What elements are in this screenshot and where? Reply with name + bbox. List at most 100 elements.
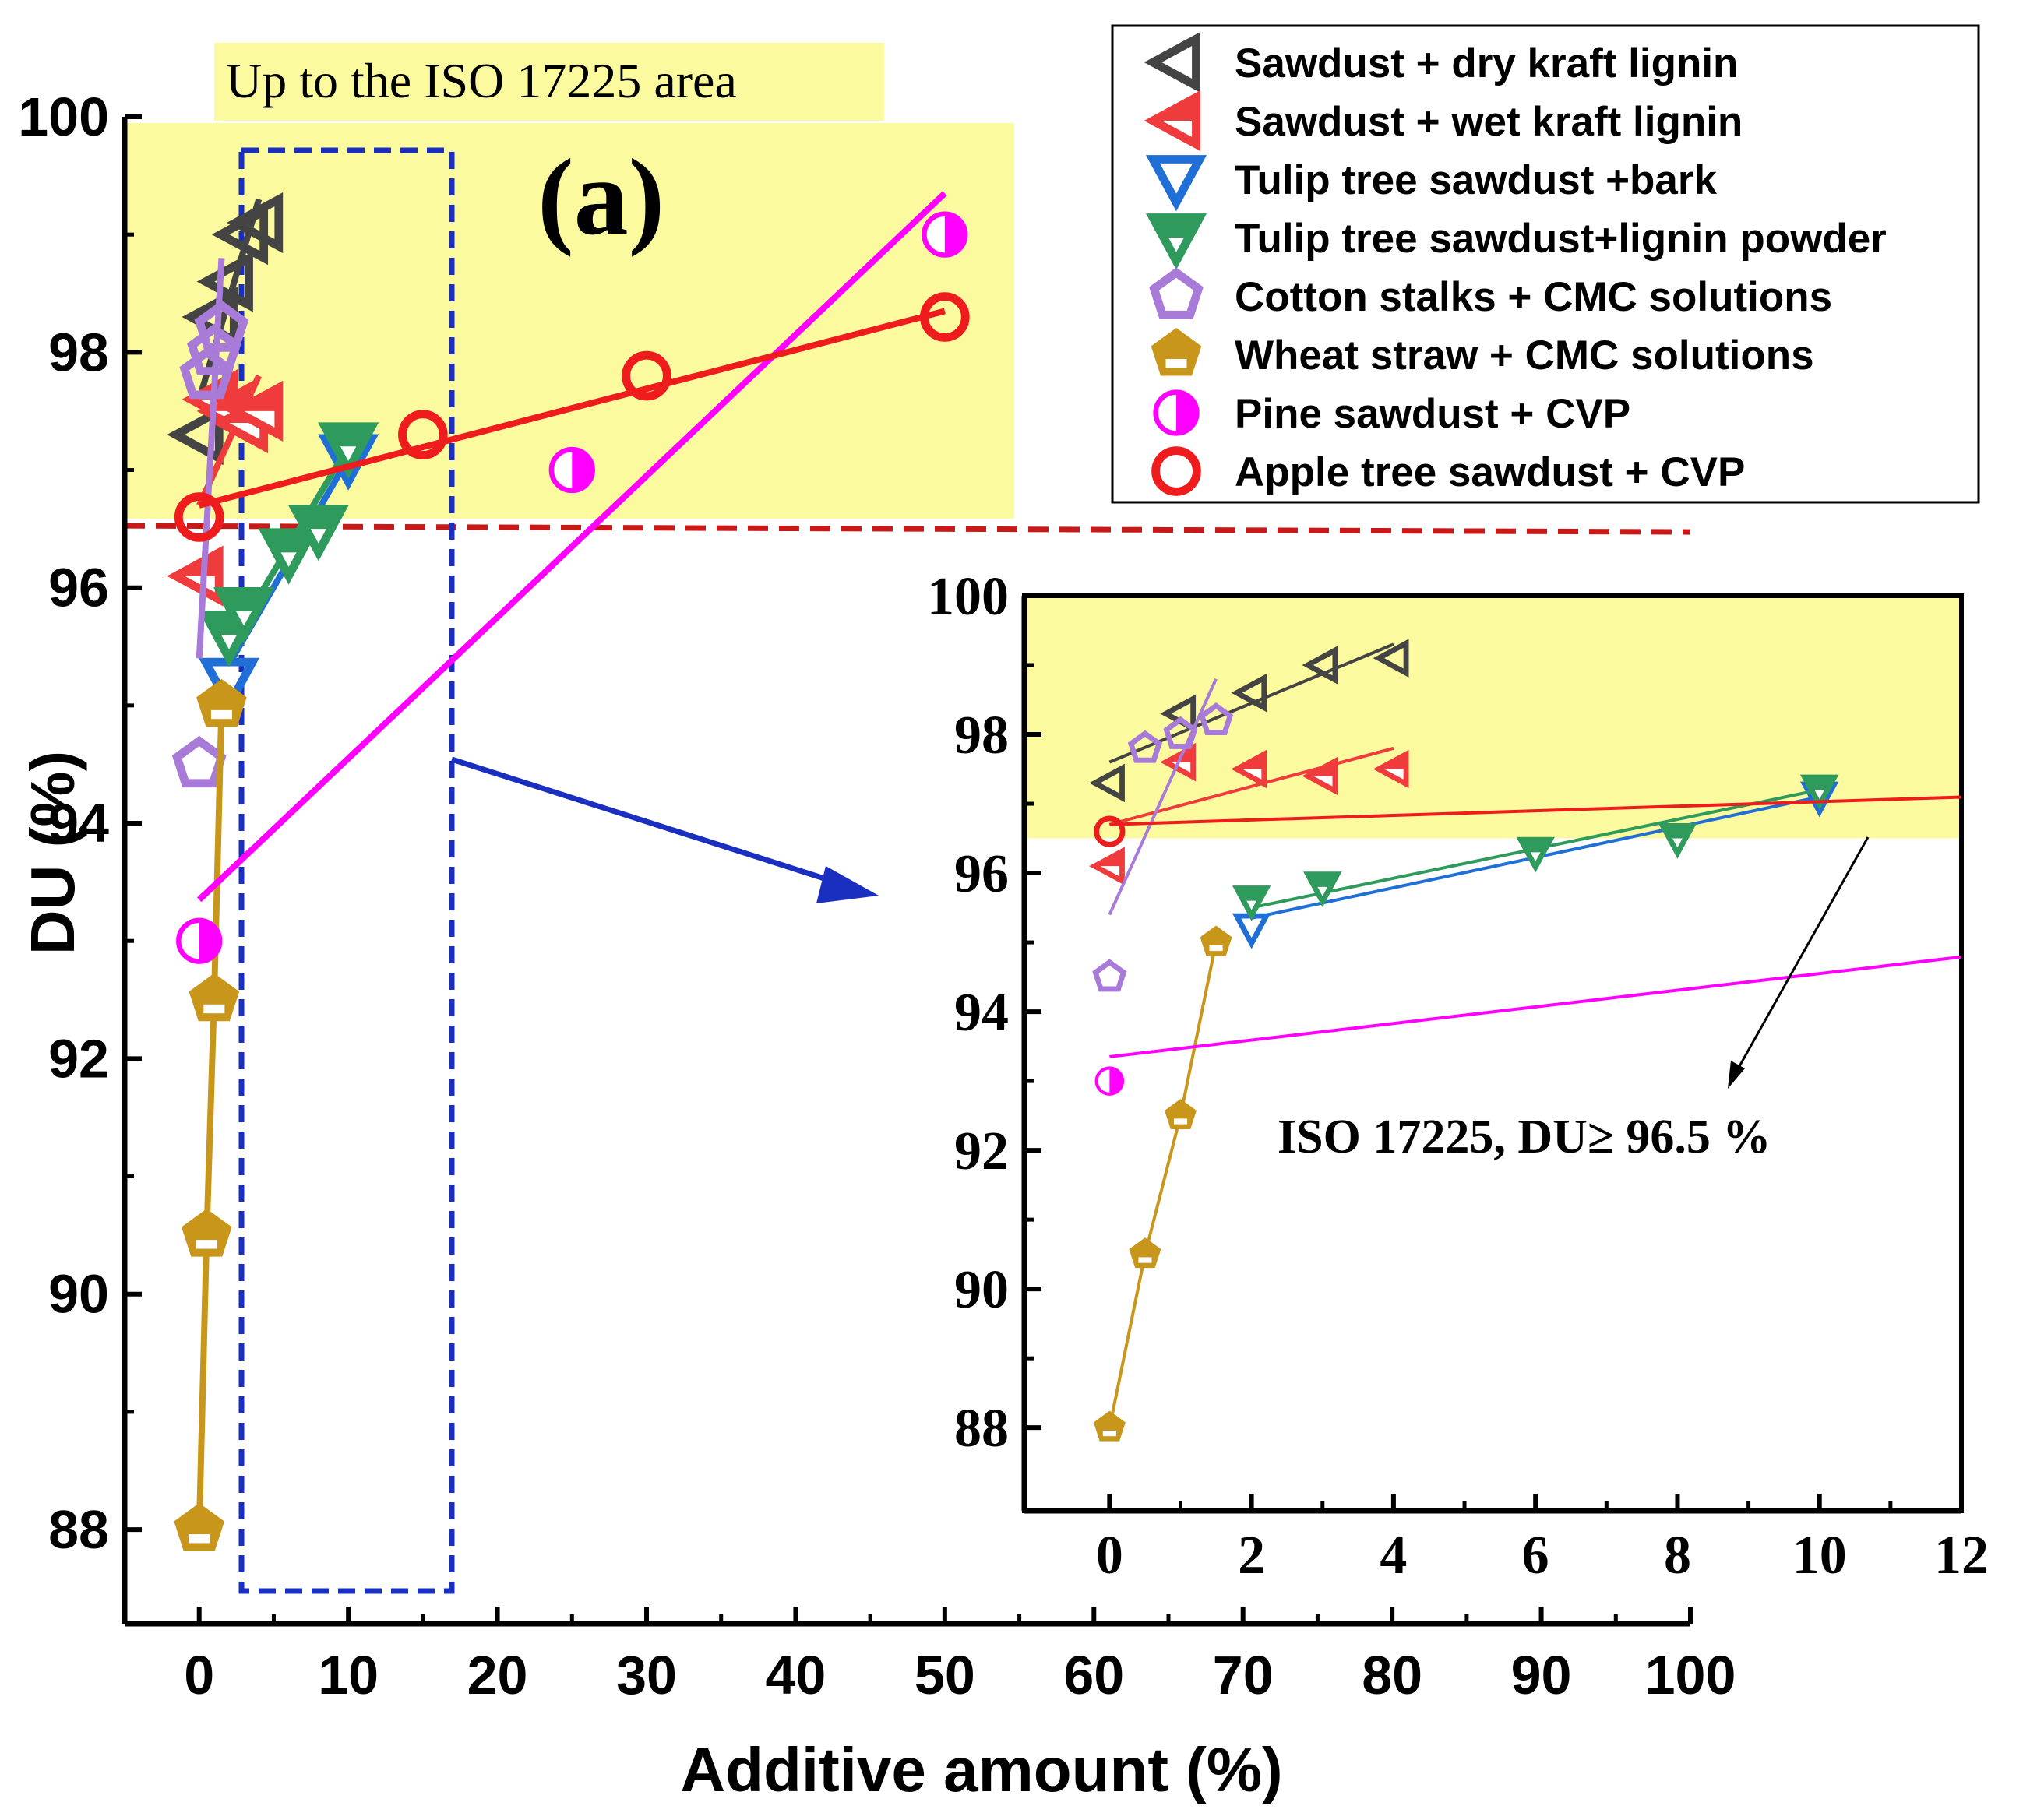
marker-notch [1173, 1118, 1188, 1125]
data-point [1232, 885, 1271, 921]
inset-x-tick-label: 4 [1380, 1526, 1407, 1586]
data-point [1658, 822, 1697, 859]
data-point [171, 735, 227, 788]
marker-shape [622, 350, 671, 401]
data-point [1302, 756, 1338, 796]
marker-notch [1209, 945, 1223, 952]
data-point [213, 587, 275, 644]
fit-line [1109, 795, 1962, 826]
fit-line [1109, 955, 1962, 1058]
zoom-arrow-head [816, 866, 879, 903]
inset-y-tick-label: 98 [954, 706, 1009, 766]
data-point [1092, 959, 1127, 992]
marker-notch [1138, 1257, 1152, 1263]
marker-shape [1129, 1237, 1161, 1269]
marker-fill [1094, 851, 1123, 867]
legend-marker [1144, 90, 1200, 152]
data-point [920, 292, 970, 342]
inset-x-tick-label: 2 [1238, 1526, 1265, 1586]
data-point [181, 1209, 232, 1257]
data-point [1799, 774, 1839, 811]
data-point [1093, 1410, 1126, 1442]
legend-label: Cotton stalks + CMC solutions [1235, 274, 1832, 320]
data-point [1094, 1066, 1125, 1096]
data-point [1303, 871, 1342, 908]
data-point [1231, 673, 1267, 713]
inset-series-cotton-stalks-cmc-solutions [1092, 678, 1234, 992]
marker-fill [1307, 761, 1335, 776]
main-x-tick-label: 90 [1511, 1645, 1572, 1706]
marker-shape [194, 300, 249, 352]
main-y-tick-label: 92 [48, 1028, 109, 1089]
legend-item-tulip-tree-sawdust-lignin-powder: Tulip tree sawdust+lignin powder [1145, 213, 1887, 270]
marker-shape [1145, 155, 1207, 212]
main-y-tick-label: 90 [48, 1264, 109, 1325]
marker-shape [1373, 639, 1409, 678]
main-y-tick-label: 88 [48, 1499, 109, 1560]
legend-label: Apple tree sawdust + CVP [1235, 449, 1745, 495]
marker-shape [1163, 716, 1198, 749]
marker-shape [1200, 925, 1232, 956]
legend-marker [1151, 327, 1202, 376]
inset-y-tick-label: 90 [954, 1260, 1009, 1320]
data-point [922, 211, 968, 258]
marker-shape [1089, 763, 1125, 803]
inset-y-tick-label: 88 [954, 1399, 1009, 1459]
marker-fill [1804, 777, 1834, 790]
marker-notch [189, 1534, 210, 1544]
threshold-pointer-head [1728, 1061, 1745, 1089]
main-x-tick-label: 30 [616, 1645, 677, 1706]
marker-shape [174, 1503, 225, 1551]
legend-marker [1144, 31, 1200, 93]
panel-label: (a) [537, 137, 664, 258]
inset-y-tick-label: 92 [954, 1121, 1009, 1181]
main-x-tick-label: 80 [1362, 1645, 1422, 1706]
fit-line [196, 705, 225, 1530]
data-point [1231, 749, 1267, 789]
legend-label: Sawdust + wet kraft lignin [1235, 99, 1743, 145]
legend-label: Pine sawdust + CVP [1235, 391, 1630, 437]
legend-label: Tulip tree sawdust +bark [1235, 157, 1718, 203]
marker-fill [294, 509, 342, 530]
marker-shape [167, 404, 224, 466]
marker-fill [265, 532, 312, 553]
marker-fill [1236, 754, 1264, 769]
marker-fill [1176, 392, 1197, 434]
marker-fill [175, 552, 220, 576]
data-point [194, 300, 249, 352]
threshold-label: ISO 17225, DU≥ 96.5 % [1278, 1111, 1771, 1163]
data-point [1302, 646, 1338, 685]
marker-shape [1198, 702, 1234, 736]
inset-y-tick-label: 94 [954, 983, 1009, 1043]
marker-shape [920, 292, 970, 342]
data-point [1089, 763, 1125, 803]
data-point [167, 404, 224, 466]
data-point [622, 350, 671, 401]
legend-marker [1145, 213, 1207, 270]
marker-shape [226, 192, 284, 254]
fit-line [196, 191, 947, 903]
legend-marker [1153, 389, 1200, 436]
main-y-tick-label: 98 [48, 322, 109, 382]
marker-shape [1151, 446, 1201, 496]
main-x-tick-label: 50 [915, 1645, 975, 1706]
marker-fill [1153, 217, 1200, 238]
marker-fill [944, 213, 966, 255]
main-x-tick-label: 0 [184, 1645, 214, 1706]
marker-shape [1302, 646, 1338, 685]
data-point [1198, 702, 1234, 736]
zoom-region-box [238, 147, 455, 1594]
marker-fill [325, 426, 372, 447]
inset-x-tick-label: 0 [1096, 1526, 1123, 1586]
data-point [1373, 639, 1409, 678]
marker-fill [1378, 754, 1407, 769]
legend-box [1111, 24, 1980, 504]
inset-x-tick-label: 8 [1664, 1526, 1691, 1586]
series-apple-tree-sawdust-cvp [174, 292, 970, 542]
data-point [1127, 730, 1163, 763]
marker-fill [1662, 826, 1693, 839]
highlight-area-label: Up to the ISO 17225 area [226, 53, 737, 108]
threshold-pointer-line [1734, 836, 1870, 1074]
data-point [1165, 1099, 1197, 1130]
